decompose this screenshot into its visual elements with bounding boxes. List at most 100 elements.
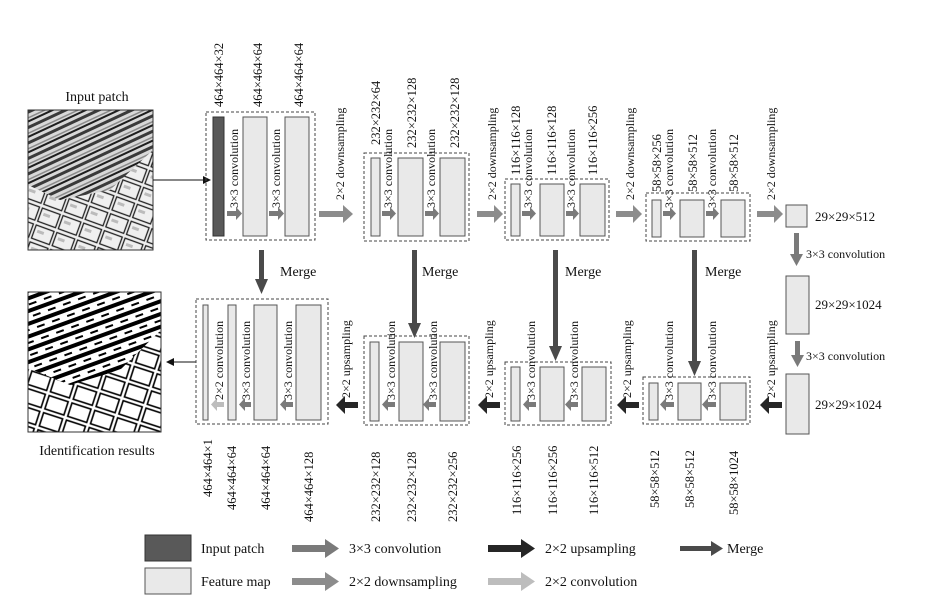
encoder-l4-group	[645, 192, 751, 242]
decoder-l4-conv-arrow-2	[660, 398, 674, 411]
input-patch-title: Input patch	[65, 90, 128, 105]
decoder-l2-group	[363, 335, 470, 426]
downsample-label-2: 2×2 downsampling	[485, 108, 499, 200]
encoder-l3-conv-arrow-2	[566, 207, 579, 220]
upsample-arrow-2	[478, 396, 500, 414]
encoder-l3-map-b	[539, 183, 565, 237]
encoder-l2-conv-arrow-1	[382, 207, 396, 220]
decoder-l2-dim-2: 232×232×128	[405, 452, 419, 522]
downsample-label-3: 2×2 downsampling	[623, 108, 637, 200]
encoder-l2-conv-label-2: 3×3 convolution	[424, 129, 438, 208]
upsample-arrow-1	[336, 396, 358, 414]
encoder-l3-dim-2: 116×116×128	[545, 106, 559, 175]
legend-input-label: Input patch	[201, 542, 264, 557]
decoder-l3-group	[504, 361, 612, 426]
upsample-arrow-4	[760, 396, 782, 414]
encoder-l1-conv-label-2: 3×3 convolution	[269, 129, 283, 208]
decoder-l3-conv-label-1: 3×3 convolution	[567, 321, 581, 400]
decoder-l3-conv-arrow-1	[565, 398, 578, 411]
encoder-l4-map-c	[720, 199, 746, 238]
legend-up-label: 2×2 upsampling	[545, 542, 636, 557]
encoder-l1-dim-3: 464×464×64	[292, 42, 306, 107]
encoder-l3-conv-label-2: 3×3 convolution	[564, 129, 578, 208]
bottleneck-dim-1: 29×29×512	[815, 209, 875, 224]
encoder-l2-map-a	[370, 157, 381, 237]
downsample-label-1: 2×2 downsampling	[333, 108, 347, 200]
decoder-l2-dim-1: 232×232×128	[369, 452, 383, 522]
decoder-l3-conv-arrow-2	[523, 398, 536, 411]
downsample-arrow-4	[757, 205, 783, 223]
downsample-arrow-2	[477, 205, 503, 223]
decoder-l2-conv-arrow-1	[423, 398, 436, 411]
decoder-l4-map-c	[719, 382, 747, 421]
legend-up-arrow	[488, 539, 535, 558]
decoder-l2-dim-3: 232×232×256	[446, 452, 460, 522]
bottleneck-conv-arrow-1	[790, 233, 803, 266]
decoder-l1-group	[195, 298, 329, 425]
merge-label-4: Merge	[705, 265, 741, 280]
decoder-l1-dim-2: 464×464×64	[225, 445, 239, 510]
encoder-l3-map-c	[579, 183, 606, 237]
encoder-l4-map-b	[679, 199, 705, 238]
upsample-arrow-3	[617, 396, 639, 414]
decoder-l1-dim-4: 464×464×128	[302, 452, 316, 522]
merge-arrow-1	[255, 250, 268, 294]
bottleneck-map-2	[785, 275, 810, 335]
encoder-l1-map-b	[284, 116, 310, 237]
legend-feature-swatch	[144, 567, 192, 595]
legend-down-arrow	[292, 572, 339, 591]
encoder-l1-conv-label-1: 3×3 convolution	[227, 129, 241, 208]
decoder-l2-conv-label-1: 3×3 convolution	[426, 321, 440, 400]
encoder-l2-dim-2: 232×232×128	[405, 78, 419, 148]
encoder-l4-conv-label-2: 3×3 convolution	[705, 129, 719, 208]
decoder-l4-dim-3: 58×58×1024	[727, 450, 741, 515]
decoder-l2-map-c	[439, 341, 466, 422]
decoder-l4-map-b	[677, 382, 702, 421]
decoder-l2-map-b	[398, 341, 424, 422]
decoder-l1-dim-1: 464×464×1	[201, 439, 215, 497]
decoder-l1-map-b	[253, 304, 278, 421]
merge-label-1: Merge	[280, 265, 316, 280]
upsample-label-3: 2×2 upsampling	[620, 320, 634, 398]
decoder-l3-dim-2: 116×116×256	[546, 446, 560, 515]
decoder-l3-conv-label-2: 3×3 convolution	[524, 321, 538, 400]
bottleneck-map-1	[785, 204, 808, 228]
output-connector-arrowhead	[166, 358, 174, 366]
decoder-l4-dim-2: 58×58×512	[683, 450, 697, 508]
decoder-l3-map-b	[539, 366, 565, 422]
encoder-l2-dim-3: 232×232×128	[448, 78, 462, 148]
bottleneck-map-3	[785, 373, 810, 435]
upsample-label-1: 2×2 upsampling	[339, 320, 353, 398]
legend-merge-label: Merge	[727, 542, 763, 557]
encoder-l3-conv-arrow-1	[522, 207, 536, 220]
encoder-l2-map-c	[439, 157, 466, 237]
encoder-l4-dim-3: 58×58×512	[727, 134, 741, 192]
merge-label-2: Merge	[422, 265, 458, 280]
decoder-l3-map-a	[510, 366, 521, 422]
legend-feature-label: Feature map	[201, 575, 271, 590]
downsample-arrow-3	[616, 205, 642, 223]
decoder-l4-conv-label-1: 3×3 convolution	[705, 321, 719, 400]
encoder-l4-conv-arrow-2	[706, 207, 719, 220]
decoder-l1-conv-arrow-2	[280, 398, 293, 411]
downsample-arrow-1	[319, 205, 353, 223]
legend-merge-arrow	[680, 541, 723, 556]
encoder-l4-dim-2: 58×58×512	[686, 134, 700, 192]
legend-conv2-label: 2×2 convolution	[545, 575, 637, 590]
encoder-l1-dim-2: 464×464×64	[251, 42, 265, 107]
encoder-l2-conv-label-1: 3×3 convolution	[381, 129, 395, 208]
decoder-l1-map-a	[227, 304, 237, 421]
legend-conv3-arrow	[292, 539, 339, 558]
decoder-l4-conv-arrow-1	[702, 398, 716, 411]
upsample-label-4: 2×2 upsampling	[764, 320, 778, 398]
encoder-l4-dim-1: 58×58×256	[650, 134, 664, 192]
encoder-l1-map-a	[242, 116, 268, 237]
bottleneck-conv-label-1: 3×3 convolution	[806, 247, 885, 261]
downsample-label-4: 2×2 downsampling	[764, 108, 778, 200]
merge-arrow-2	[408, 250, 421, 338]
legend-conv2-arrow	[488, 572, 535, 591]
decoder-l1-conv-label-1: 3×3 convolution	[239, 321, 253, 400]
decoder-l1-map-c	[295, 304, 322, 421]
encoder-l4-conv-arrow-1	[663, 207, 676, 220]
